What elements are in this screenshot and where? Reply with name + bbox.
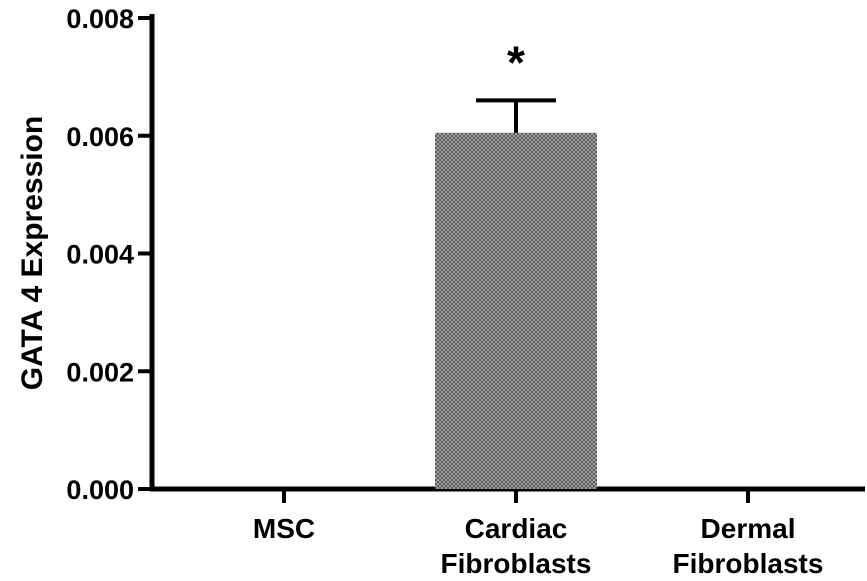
x-tick-label-line: Fibroblasts <box>673 548 824 579</box>
bar <box>435 132 597 489</box>
x-tick-label-line: MSC <box>253 513 315 544</box>
x-tick-label-line: Dermal <box>701 513 796 544</box>
x-tick-label: Dermal Fibroblasts <box>673 513 824 579</box>
y-tick-label: 0.004 <box>66 240 134 270</box>
plot-area: 0.000 0.002 0.004 0.006 0.008 MSC * Cardiac Fibr… <box>66 4 865 579</box>
x-tick-label: Cardiac Fibroblasts <box>441 513 592 579</box>
y-axis-label-group: GATA 4 Expression <box>16 116 49 391</box>
x-tick-label: MSC <box>253 513 315 544</box>
y-tick-label: 0.002 <box>66 357 134 387</box>
x-tick-label-line: Cardiac <box>465 513 568 544</box>
y-tick-label: 0.006 <box>66 122 134 152</box>
y-tick-label: 0.000 <box>66 475 134 505</box>
significance-marker: * <box>507 36 525 88</box>
y-axis-label: GATA 4 Expression <box>16 116 49 391</box>
x-tick-label-line: Fibroblasts <box>441 548 592 579</box>
y-tick-label: 0.008 <box>66 4 134 34</box>
